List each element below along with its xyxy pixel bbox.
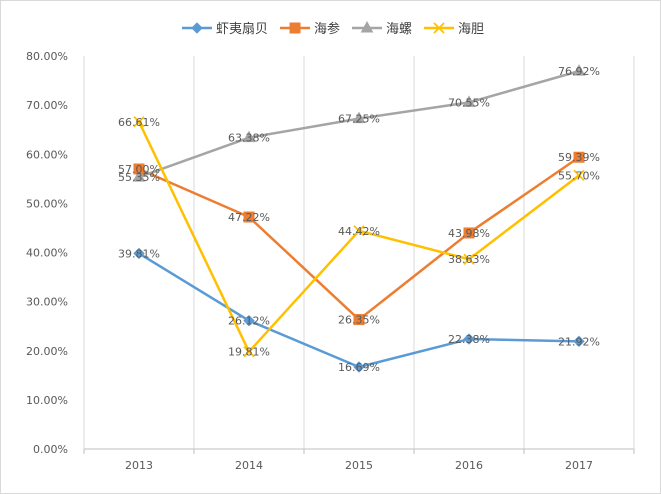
series-2-data-label: 59.39% <box>558 151 600 164</box>
x-axis: 2013 2014 2015 2016 2017 <box>83 448 635 472</box>
series-1-data-label: 16.69% <box>338 361 380 374</box>
legend-marker-icon <box>360 20 374 33</box>
series-4-data-label: 19.81% <box>228 346 270 359</box>
series-2-data-label: 26.35% <box>338 314 380 327</box>
legend-item-3: 海螺 <box>352 20 412 37</box>
y-tick-label: 0.00% <box>33 443 68 456</box>
x-marker-stroke <box>433 22 445 34</box>
x-tick-label: 2017 <box>565 459 593 472</box>
series-2-data-label: 47.22% <box>228 211 270 224</box>
series-4-data-label: 55.70% <box>558 169 600 182</box>
series-1-data-label: 21.92% <box>558 335 600 348</box>
legend-label: 海胆 <box>458 22 484 37</box>
data-labels: 39.81% 26.12% 16.69% 22.38% 21.92% 57.00% 47.2… <box>118 65 600 374</box>
legend-marker-icon <box>433 22 445 34</box>
legend-item-1: 虾夷扇贝 <box>182 21 268 37</box>
y-tick-label: 80.00% <box>26 50 68 63</box>
series-2-data-label: 57.00% <box>118 163 160 176</box>
x-tick-label: 2016 <box>455 459 483 472</box>
y-tick-label: 40.00% <box>26 247 68 260</box>
x-tick-label: 2014 <box>235 459 263 472</box>
legend-item-4: 海胆 <box>424 22 484 37</box>
series-4-data-label: 44.42% <box>338 225 380 238</box>
legend-label: 海螺 <box>386 22 412 37</box>
x-marker-stroke <box>243 346 255 358</box>
x-marker-stroke <box>133 116 145 128</box>
y-tick-label: 20.00% <box>26 345 68 358</box>
series-4-marker <box>133 116 145 128</box>
legend: 虾夷扇贝 海参 海螺 海胆 <box>182 20 484 37</box>
series-1-data-label: 22.38% <box>448 333 490 346</box>
series-4-marker <box>573 169 585 182</box>
series-1-marker <box>463 333 475 345</box>
x-marker-stroke <box>353 225 365 237</box>
y-axis: 0.00% 10.00% 20.00% 30.00% 40.00% 50.00% 60.00… <box>26 50 68 456</box>
x-marker-stroke <box>463 253 475 265</box>
series-4-marker <box>353 225 365 237</box>
y-tick-label: 30.00% <box>26 296 68 309</box>
vertical-gridlines <box>83 56 635 449</box>
series-3-data-label: 55.35% <box>118 171 160 184</box>
y-tick-label: 10.00% <box>26 394 68 407</box>
series-2-marker <box>243 211 255 223</box>
legend-label: 虾夷扇贝 <box>216 21 268 37</box>
series-1-marker <box>353 361 365 373</box>
series-2-marker <box>353 314 365 326</box>
legend-item-2: 海参 <box>280 21 340 37</box>
x-tick-label: 2013 <box>125 459 153 472</box>
series-3-marker <box>242 130 256 143</box>
series-1-data-label: 26.12% <box>228 315 270 328</box>
series-1-line <box>137 252 581 369</box>
series-3-marker <box>572 64 586 76</box>
y-tick-label: 60.00% <box>26 148 68 161</box>
series-3-marker <box>132 170 146 182</box>
series-3-data-label: 76.92% <box>558 65 600 78</box>
series-3-data-label: 63.38% <box>228 132 270 145</box>
legend-marker-icon <box>289 22 301 34</box>
x-marker-stroke <box>573 169 585 182</box>
series-markers <box>132 64 586 373</box>
series-4-marker <box>243 346 255 358</box>
series-3-marker <box>352 111 366 124</box>
y-tick-label: 50.00% <box>26 197 68 210</box>
series-4-data-label: 38.63% <box>448 253 490 266</box>
series-3-data-label: 70.55% <box>448 96 490 109</box>
legend-marker-icon <box>191 22 203 34</box>
series-3-data-label: 67.25% <box>338 113 380 126</box>
series-1-marker <box>573 335 585 348</box>
series-1-marker <box>133 247 145 260</box>
series-2-marker <box>463 227 475 239</box>
series-4-data-label: 66.61% <box>118 116 160 129</box>
series-3-marker <box>462 95 476 107</box>
legend-label: 海参 <box>314 21 340 37</box>
series-2-data-label: 43.98% <box>448 227 490 240</box>
series-1-data-label: 39.81% <box>118 247 160 260</box>
series-2-marker <box>573 151 585 163</box>
series-1-marker <box>243 314 255 327</box>
series-4-marker <box>463 253 475 265</box>
x-tick-label: 2015 <box>345 459 373 472</box>
y-tick-label: 70.00% <box>26 99 68 112</box>
